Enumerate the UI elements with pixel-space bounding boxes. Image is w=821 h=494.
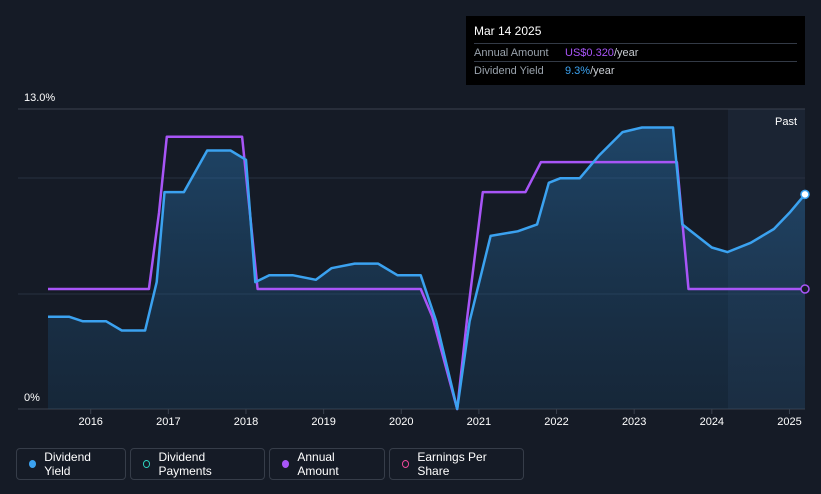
legend-dot-icon [282,460,290,468]
tooltip-label: Annual Amount [474,46,549,59]
annual-amount-end-marker [800,284,810,294]
tooltip: Mar 14 2025 Annual Amount US$0.320 /year… [466,16,805,85]
tooltip-date: Mar 14 2025 [474,24,542,38]
x-tick-label: 2025 [777,416,801,428]
x-tick-label: 2017 [156,416,180,428]
tooltip-row-annual-amount: Annual Amount US$0.320 /year [474,43,797,61]
x-tick-label: 2016 [78,416,102,428]
dividend-yield-end-marker [800,189,810,200]
y-tick-bottom: 0% [24,392,40,404]
past-label: Past [775,116,797,128]
legend-label: Earnings Per Share [417,450,487,478]
legend-dividend-yield[interactable]: Dividend Yield [16,448,126,480]
legend-label: Dividend Payments [158,450,212,478]
x-tick-label: 2023 [622,416,646,428]
x-tick-label: 2024 [700,416,724,428]
dividend-yield-line[interactable] [48,126,806,411]
tooltip-value: US$0.320 [565,46,614,59]
legend-dot-icon [143,460,151,468]
x-tick-label: 2018 [234,416,258,428]
legend-label: Annual Amount [297,450,339,478]
legend-earnings-per-share[interactable]: Earnings Per Share [389,448,524,480]
y-tick-top: 13.0% [24,92,55,104]
x-tick-label: 2021 [467,416,491,428]
dividend-yield-area [48,127,805,409]
legend-dot-icon [29,460,37,468]
tooltip-unit: /year [590,64,615,77]
legend-label: Dividend Yield [44,450,91,478]
annual-amount-line[interactable] [48,135,805,411]
legend-dot-icon [402,460,410,468]
tooltip-row-dividend-yield: Dividend Yield 9.3% /year [474,61,797,79]
tooltip-label: Dividend Yield [474,64,544,77]
x-tick-label: 2020 [389,416,413,428]
x-tick-label: 2022 [544,416,568,428]
tooltip-unit: /year [613,46,639,59]
x-axis: 2016 2017 2018 2019 2020 2021 2022 2023 2024 2025 [78,409,802,428]
legend-dividend-payments[interactable]: Dividend Payments [130,448,265,480]
x-tick-label: 2019 [311,416,335,428]
legend-annual-amount[interactable]: Annual Amount [269,448,385,480]
tooltip-value: 9.3% [565,64,591,77]
